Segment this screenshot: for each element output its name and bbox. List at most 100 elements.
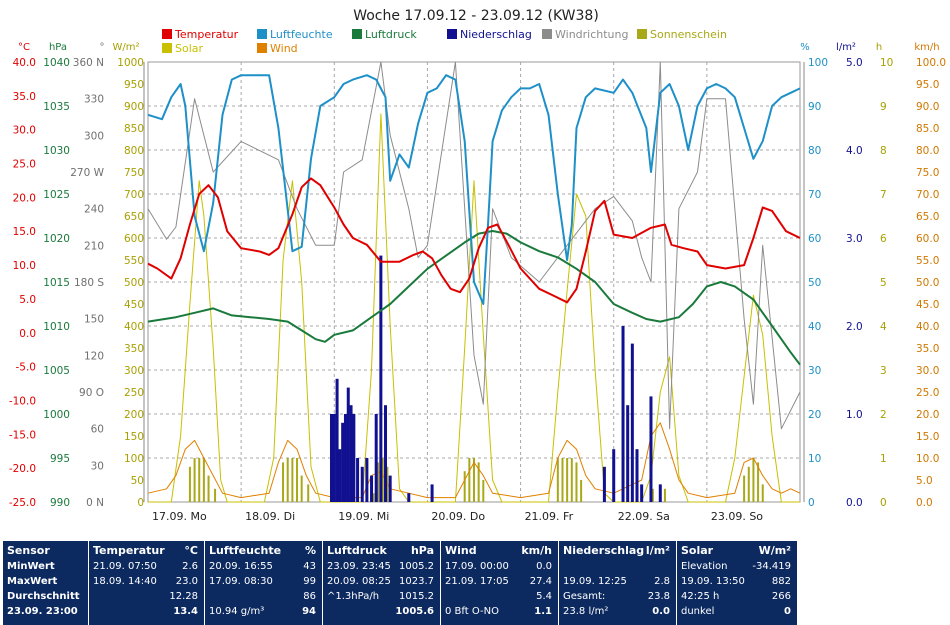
legend-label-2: Luftdruck	[365, 28, 417, 41]
sunshine-bar-1	[193, 458, 196, 502]
sunshine-bar-14	[381, 458, 384, 502]
x-label-3: 20.09. Do	[431, 510, 485, 523]
sun-tick-4: 6	[880, 233, 887, 245]
sunshine-bar-0	[188, 466, 191, 502]
table-header-niederschlag: Niederschlag l/m²	[559, 544, 676, 564]
rain-bar-6	[346, 387, 350, 502]
humidity-tick-9: 10	[808, 453, 821, 465]
pressure-tick-8: 1000	[43, 409, 70, 421]
table-cell-temperatur-3-value: 13.4	[173, 606, 198, 617]
rain-bar-22	[626, 405, 630, 502]
humidity-tick-5: 50	[808, 277, 821, 289]
sun-tick-10: 0	[880, 497, 887, 509]
wind-tick-1: 95.0	[916, 79, 939, 91]
temp-tick-9: -5.0	[16, 362, 37, 374]
sun-tick-7: 3	[880, 365, 887, 377]
temp-tick-6: 10.0	[13, 260, 36, 272]
table-cell-wind-3-label: 0 Bft O-NO	[445, 606, 499, 617]
table-header-unit-luftdruck: hPa	[410, 544, 434, 557]
table-header-luftdruck: Luftdruck hPa	[323, 544, 440, 564]
solar-tick-5: 750	[124, 167, 144, 179]
table-col-luftfeuchte: Luftfeuchte% 20.09. 16:55 43 17.09. 08:30 99…	[205, 541, 322, 625]
solar-tick-0: 1000	[117, 57, 144, 69]
sunshine-bar-17	[468, 458, 471, 502]
solar-tick-11: 450	[124, 299, 144, 311]
table-header-unit-wind: km/h	[521, 544, 552, 557]
table-col-temperatur: Temperatur °C 21.09. 07:50 2.6 18.09. 14:40 2…	[89, 541, 204, 625]
wind_dir-tick-10: 60	[91, 424, 104, 436]
table-row-sensor-2: Durchschnitt	[3, 590, 88, 603]
wind_dir-tick-6: 180 S	[74, 277, 104, 289]
weather-chart: Woche 17.09.12 - 23.09.12 (KW38) Tempera…	[9, 8, 946, 523]
table-cell-sensor-2: Durchschnitt	[7, 591, 80, 602]
temp-tick-4: 20.0	[13, 192, 36, 204]
legend-swatch-0	[162, 29, 172, 39]
table-row-luftdruck-1: 20.09. 08:25 1023.7	[323, 575, 440, 588]
solar-tick-16: 200	[124, 409, 144, 421]
temp-tick-12: -20.0	[9, 463, 36, 475]
wind-tick-0: 100.0	[916, 57, 946, 69]
legend-swatch-1	[257, 29, 267, 39]
legend-swatch-6	[162, 43, 172, 53]
series-line-luftfeuchte	[147, 74, 801, 305]
humidity-tick-3: 70	[808, 189, 821, 201]
humidity-tick-2: 80	[808, 145, 821, 157]
sun-tick-3: 7	[880, 189, 887, 201]
table-row-sensor-0: MinWert	[3, 560, 88, 573]
sun-unit: h	[876, 42, 882, 53]
table-cell-luftfeuchte-2-value: 86	[303, 591, 316, 602]
rain-tick-2: 3.0	[846, 233, 863, 245]
x-label-5: 22.09. Sa	[618, 510, 670, 523]
table-cell-wind-0-label: 17.09. 00:00	[445, 561, 509, 572]
solar-tick-3: 850	[124, 123, 144, 135]
table-cell-luftfeuchte-3-label: 10.94 g/m³	[209, 606, 265, 617]
sunshine-bar-2	[198, 458, 201, 502]
table-cell-wind-2-value: 5.4	[536, 591, 552, 602]
wind-tick-11: 45.0	[916, 299, 939, 311]
temp-unit: °C	[18, 42, 30, 53]
sunshine-bar-3	[202, 458, 205, 502]
rain-tick-3: 2.0	[846, 321, 863, 333]
wind-tick-12: 40.0	[916, 321, 939, 333]
rain-bar-26	[649, 396, 653, 502]
pressure-tick-1: 1035	[43, 101, 70, 113]
sun-tick-1: 9	[880, 101, 887, 113]
wind_dir-tick-11: 30	[91, 460, 104, 472]
table-cell-solar-3-value: 0	[784, 606, 791, 617]
table-cell-temperatur-1-value: 23.0	[175, 576, 198, 587]
pressure-tick-2: 1030	[43, 145, 70, 157]
wind_dir-tick-5: 210	[84, 240, 104, 252]
rain-bar-2	[335, 378, 339, 502]
table-col-sensor: Sensor MinWert MaxWert Durchschnitt 23.09. 2…	[3, 541, 88, 625]
humidity-tick-8: 20	[808, 409, 821, 421]
humidity-unit: %	[800, 42, 810, 53]
temp-tick-2: 30.0	[13, 125, 36, 137]
rain-bar-0	[329, 414, 333, 502]
sunshine-bar-13	[377, 462, 380, 502]
rain-bar-13	[374, 414, 378, 502]
table-cell-niederschlag-2-value: 23.8	[647, 591, 670, 602]
pressure-tick-3: 1025	[43, 189, 70, 201]
pressure-unit: hPa	[49, 42, 67, 53]
rain-bar-11	[365, 458, 369, 502]
legend-label-0: Temperatur	[174, 28, 239, 41]
rain-bar-16	[388, 475, 392, 502]
sunshine-bar-30	[743, 475, 746, 502]
table-row-wind-2: 5.4	[441, 590, 558, 603]
wind-tick-2: 90.0	[916, 101, 939, 113]
table-cell-solar-3-label: dunkel	[681, 606, 715, 617]
table-cell-niederschlag-2-label: Gesamt:	[563, 591, 606, 602]
pressure-tick-10: 990	[50, 497, 70, 509]
table-row-niederschlag-3: 23.8 l/m² 0.0	[559, 605, 676, 618]
x-label-4: 21.09. Fr	[525, 510, 574, 523]
solar-tick-10: 500	[124, 277, 144, 289]
sunshine-bar-27	[651, 488, 654, 502]
table-row-temperatur-2: 12.28	[89, 590, 204, 603]
humidity-tick-6: 40	[808, 321, 821, 333]
table-row-solar-2: 42:25 h 266	[677, 590, 797, 603]
wind_dir-unit: °	[100, 42, 105, 53]
series-line-solar	[148, 113, 800, 503]
sun-tick-8: 2	[880, 409, 887, 421]
table-cell-wind-3-value: 1.1	[534, 606, 552, 617]
pressure-tick-0: 1040	[43, 57, 70, 69]
